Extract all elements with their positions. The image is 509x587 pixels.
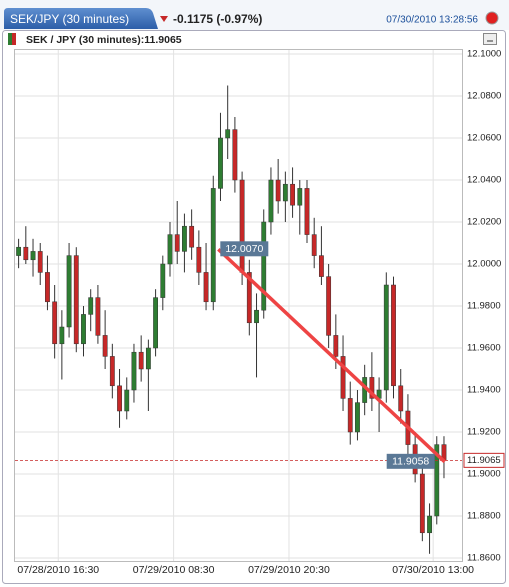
y-tick-label: 11.9400 (467, 385, 501, 396)
icon-part (8, 33, 12, 45)
candle-body (124, 389, 130, 412)
y-tick-label: 11.9000 (467, 469, 501, 480)
candle-body (383, 284, 389, 391)
candle-body (261, 221, 267, 311)
candle-body (81, 314, 86, 345)
candle-body (73, 255, 79, 345)
candle-body (326, 276, 332, 336)
candle-body (59, 326, 65, 345)
trendline-label: 12.0070 (225, 243, 263, 255)
candle-body (434, 444, 440, 517)
tab-title: SEK/JPY (30 minutes) (10, 12, 129, 26)
candle-body (138, 351, 144, 370)
candle-body (239, 179, 245, 273)
candle-body (218, 137, 223, 189)
candle-body (333, 335, 339, 357)
x-tick-label: 07/29/2010 20:30 (248, 564, 330, 576)
candle-body (254, 309, 259, 324)
candle-body (391, 284, 396, 387)
candle-body (246, 272, 252, 324)
change: -0.1175 (-0.97%) (173, 12, 262, 26)
candle-body (167, 234, 173, 265)
tab[interactable] (4, 8, 158, 29)
candle-body (297, 188, 303, 206)
candle-body (117, 385, 122, 412)
x-tick-label: 07/29/2010 08:30 (133, 564, 215, 576)
candle-body (131, 351, 137, 391)
candle-body (95, 297, 101, 336)
candle-body (225, 129, 231, 139)
candle-body (282, 183, 288, 202)
candle-body (145, 347, 151, 370)
candle-body (66, 255, 72, 328)
last-price-box (463, 452, 505, 468)
candle-body (369, 377, 375, 399)
candle-body (318, 255, 324, 277)
plot-frame (14, 49, 463, 562)
candle-body (347, 398, 353, 433)
candle-body (232, 129, 238, 181)
down-arrow (160, 16, 168, 22)
close-button[interactable] (485, 11, 499, 25)
candle-body (153, 297, 159, 349)
candle-body (45, 272, 50, 303)
candle-body (196, 246, 202, 273)
candle-body (52, 301, 58, 345)
candle-body (16, 246, 22, 256)
candle-body (182, 225, 187, 252)
timestamp: 07/30/2010 13:28:56 (386, 15, 478, 26)
x-tick-label: 07/30/2010 13:00 (392, 564, 474, 576)
candle-body (37, 251, 43, 273)
candle-body (88, 297, 94, 315)
y-tick-label: 12.0600 (467, 133, 501, 144)
candle-body (304, 188, 310, 235)
trendline-label: 11.9058 (392, 456, 429, 468)
candle-body (398, 385, 404, 412)
chart-frame (2, 30, 506, 584)
y-tick-label: 11.9600 (467, 343, 501, 354)
y-tick-label: 11.8800 (467, 511, 501, 522)
candle-body (311, 234, 317, 256)
minimize-button[interactable] (483, 33, 497, 45)
candle-body (355, 402, 360, 433)
candle-body (174, 234, 180, 252)
candle-body (268, 179, 274, 223)
chart-title: SEK / JPY (30 minutes):11.9065 (26, 34, 182, 46)
candle-body (427, 515, 432, 534)
trendline-label-box (220, 241, 269, 257)
trendline (217, 248, 446, 464)
candle-body (290, 183, 295, 206)
last-price-label: 11.9065 (467, 455, 501, 466)
trendline-label-box (386, 453, 435, 469)
candle-body (160, 263, 166, 298)
y-tick-label: 11.8600 (467, 553, 501, 564)
candle-body (210, 188, 216, 303)
candle-body (109, 356, 115, 387)
y-tick-label: 12.0200 (467, 217, 501, 228)
y-tick-label: 11.9200 (467, 427, 501, 438)
candle-body (30, 251, 36, 261)
x-tick-label: 07/28/2010 16:30 (17, 564, 99, 576)
y-tick-label: 12.0800 (467, 91, 501, 102)
candle-body (203, 272, 209, 303)
candle-body (102, 335, 108, 357)
candle-body (340, 356, 346, 399)
candle-body (23, 246, 29, 261)
candle-body (189, 225, 195, 248)
y-tick-label: 11.9800 (467, 301, 501, 312)
y-tick-label: 12.0400 (467, 175, 501, 186)
candle-body (275, 179, 281, 202)
candle-body (419, 473, 425, 534)
y-tick-label: 12.0000 (467, 259, 501, 270)
y-tick-label: 12.1000 (467, 49, 501, 60)
